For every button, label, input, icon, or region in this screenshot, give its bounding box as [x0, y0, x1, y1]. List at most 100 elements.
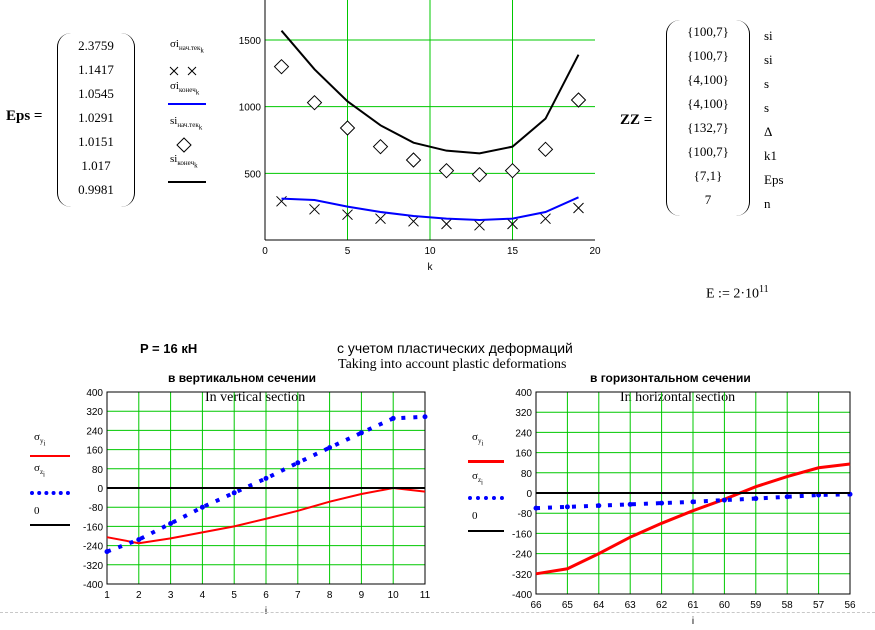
data-point: [136, 537, 142, 543]
data-point: [104, 549, 110, 555]
legend-label-zero: 0: [34, 505, 40, 517]
legend-blue-dots: [468, 496, 504, 500]
e-definition: E := 2·1011: [706, 284, 769, 302]
data-point: [358, 430, 364, 436]
x-tick-label: 59: [750, 600, 762, 611]
zz-name: Eps: [764, 172, 784, 187]
data-point: [339, 120, 356, 136]
x-tick-label: 8: [327, 590, 333, 601]
legend-label-zero: 0: [472, 510, 478, 522]
x-tick-label: 2: [136, 590, 142, 601]
data-point: [327, 445, 333, 451]
data-point: [784, 494, 790, 500]
data-point: [596, 503, 602, 509]
zz-value: {100,7}: [687, 48, 729, 63]
y-tick-label: 1500: [239, 36, 262, 47]
right-chart-title: в горизонтальном сечении: [590, 371, 751, 385]
x-tick-label: 5: [345, 246, 351, 257]
x-tick-label: 5: [231, 590, 237, 601]
x-tick-label: 3: [168, 590, 174, 601]
legend-diamond-marker: [176, 137, 192, 153]
eps-value: 0.9981: [78, 182, 114, 197]
y-tick-label: 400: [86, 388, 103, 399]
data-point: [263, 475, 269, 481]
x-tick-label: 62: [656, 600, 668, 611]
x-tick-label: 61: [687, 600, 699, 611]
data-point: [471, 166, 488, 183]
data-point: [533, 505, 539, 511]
data-point: [627, 501, 633, 507]
data-point: [438, 162, 455, 179]
zz-value: {4,100}: [687, 96, 729, 111]
legend-label-s-initial: siнач.текk: [170, 115, 203, 132]
y-tick-label: 80: [521, 469, 533, 480]
zz-label: ZZ =: [620, 112, 653, 128]
data-point: [570, 92, 587, 108]
legend-cross-markers: [169, 66, 197, 76]
zz-value: {132,7}: [687, 120, 729, 135]
y-tick-label: 320: [515, 408, 532, 419]
x-tick-label: 11: [420, 590, 431, 601]
data-point: [199, 504, 205, 510]
x-tick-label: 20: [589, 246, 601, 257]
data-point: [537, 141, 554, 158]
x-tick-label: 56: [844, 600, 856, 611]
zz-name: s: [764, 100, 770, 115]
y-tick-label: 240: [86, 426, 103, 437]
legend-label-sigma-z: σzi: [34, 462, 45, 479]
data-point: [309, 203, 320, 215]
y-tick-label: 160: [86, 446, 103, 457]
data-point: [408, 215, 419, 227]
y-tick-label: 240: [515, 428, 532, 439]
y-tick-label: -80: [89, 503, 104, 514]
x-tick-label: 7: [295, 590, 301, 601]
x-tick-label: 63: [625, 600, 637, 611]
data-point: [405, 152, 422, 168]
y-tick-label: 320: [86, 407, 103, 418]
legend-black-line: [30, 524, 70, 526]
eps-value: 1.0545: [78, 86, 114, 101]
eps-label: Eps =: [6, 108, 43, 124]
left-chart-subtitle: In vertical section: [205, 390, 306, 405]
x-tick-label: 64: [593, 600, 605, 611]
vertical-section-chart: 1 2 3 4 5 6 7 8 9 10 11 -400 -320 -240 -160 -80 0 80 160 24…: [83, 388, 431, 617]
y-tick-label: 160: [515, 449, 532, 460]
y-tick-label: 500: [244, 169, 261, 180]
data-point: [659, 500, 665, 506]
data-point: [422, 414, 428, 420]
zz-name: n: [764, 196, 771, 211]
legend-blue-line: [168, 103, 206, 105]
legend-label-s-final: siконечk: [170, 153, 198, 170]
data-point: [690, 499, 696, 505]
zz-value: {100,7}: [687, 24, 729, 39]
x-axis-label: i: [265, 606, 267, 617]
zz-value: 7: [704, 192, 712, 207]
y-tick-label: -240: [83, 542, 103, 553]
y-tick-label: 400: [515, 388, 532, 399]
data-point: [573, 202, 584, 214]
y-tick-label: 0: [97, 484, 103, 495]
eps-value: 1.0151: [78, 134, 114, 149]
data-point: [507, 218, 518, 230]
data-point: [375, 213, 386, 225]
x-tick-label: 1: [104, 590, 110, 601]
eps-value: 2.3759: [78, 38, 114, 53]
y-tick-label: 80: [92, 465, 104, 476]
x-tick-label: 66: [530, 600, 542, 611]
right-chart-subtitle: In horizontal section: [620, 390, 736, 405]
y-tick-label: -80: [518, 509, 533, 520]
data-point: [372, 138, 389, 155]
left-chart-title: в вертикальном сечении: [168, 371, 317, 385]
headline-ru: с учетом пластических деформаций: [337, 340, 573, 356]
data-point: [342, 209, 353, 221]
zz-name: ѕ: [764, 76, 770, 91]
eps-value: 1.017: [81, 158, 111, 173]
y-tick-label: -320: [83, 561, 103, 572]
series-line: [281, 196, 579, 222]
headline-en: Taking into account plastic deformations: [338, 357, 567, 372]
legend-red-line: [30, 455, 70, 457]
data-point: [753, 496, 759, 502]
data-point: [390, 415, 396, 421]
x-tick-label: 57: [813, 600, 825, 611]
y-tick-label: -400: [83, 580, 103, 591]
